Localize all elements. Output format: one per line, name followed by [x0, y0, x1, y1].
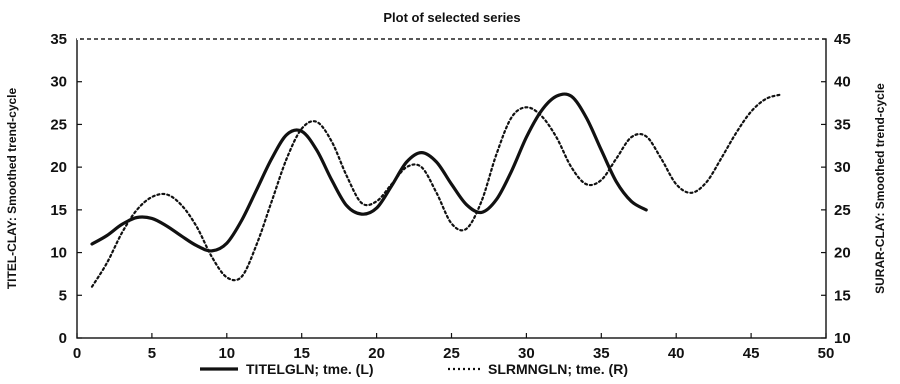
y-left-tick-label: 0 — [59, 330, 67, 347]
y-axis-left-title: TITEL-CLAY: Smoothed trend-cycle — [5, 88, 19, 290]
plot-frame — [76, 38, 827, 339]
x-tick-label: 35 — [593, 345, 610, 362]
x-tick-label: 15 — [293, 345, 310, 362]
x-tick-label: 45 — [743, 345, 760, 362]
y-left-tick-label: 20 — [50, 159, 67, 176]
y-right-tick-label: 20 — [834, 245, 851, 262]
y-left-tick-label: 10 — [50, 245, 67, 262]
x-tick-label: 50 — [818, 345, 835, 362]
y-right-tick-label: 25 — [834, 202, 851, 219]
y-left-tick-label: 30 — [50, 74, 67, 91]
y-right-tick-label: 35 — [834, 116, 851, 133]
x-tick-label: 5 — [148, 345, 156, 362]
y-left-tick-label: 15 — [50, 202, 67, 219]
chart-title: Plot of selected series — [383, 10, 520, 25]
y-axis-right: 10 15 20 25 30 35 40 45 — [821, 31, 851, 347]
y-left-tick-label: 25 — [50, 116, 67, 133]
y-left-tick-label: 35 — [50, 31, 67, 48]
y-left-tick-label: 5 — [59, 287, 67, 304]
x-tick-label: 25 — [443, 345, 460, 362]
legend-label-1: TITELGLN; tme. (L) — [246, 361, 374, 377]
legend: TITELGLN; tme. (L) SLRMNGLN; tme. (R) — [200, 361, 628, 377]
series-line-2 — [90, 93, 783, 288]
x-tick-label: 10 — [218, 345, 235, 362]
x-tick-label: 0 — [73, 345, 81, 362]
x-tick-label: 40 — [668, 345, 685, 362]
series-layer — [77, 38, 826, 288]
series-line-1 — [90, 92, 648, 253]
y-right-tick-label: 30 — [834, 159, 851, 176]
y-right-tick-label: 45 — [834, 31, 851, 48]
y-right-tick-label: 10 — [834, 330, 851, 347]
y-right-tick-label: 40 — [834, 74, 851, 91]
x-axis: 0 5 10 15 20 25 30 35 40 45 50 — [73, 333, 835, 362]
x-tick-label: 20 — [368, 345, 385, 362]
y-axis-right-title: SURAR-CLAY: Smoothed trend-cycle — [873, 83, 887, 294]
y-axis-left: 0 5 10 15 20 25 30 35 — [50, 31, 82, 347]
x-tick-label: 30 — [518, 345, 535, 362]
y-right-tick-label: 15 — [834, 287, 851, 304]
legend-label-2: SLRMNGLN; tme. (R) — [488, 361, 628, 377]
